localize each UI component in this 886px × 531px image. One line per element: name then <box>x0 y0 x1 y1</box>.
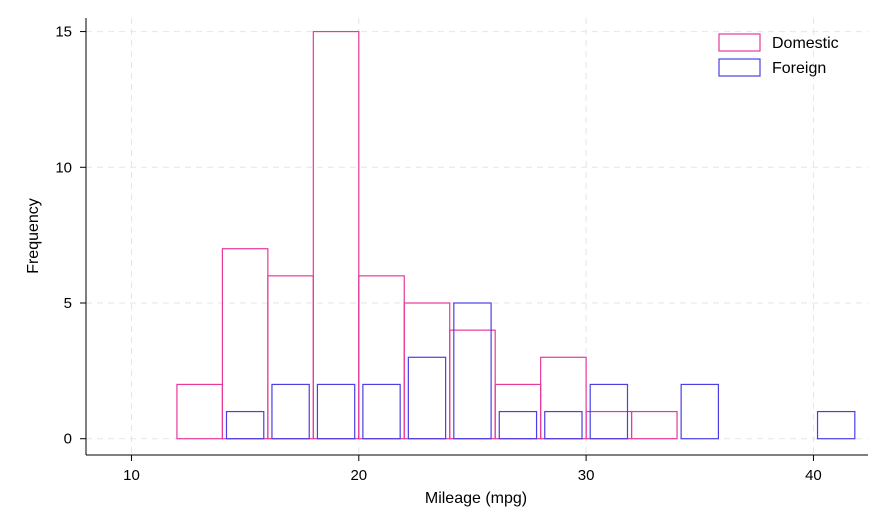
bar-foreign <box>271 383 310 440</box>
grid-lines <box>86 18 868 455</box>
legend-label-domestic: Domestic <box>772 35 839 52</box>
bar-foreign <box>680 383 720 440</box>
y-tick-label: 5 <box>64 295 72 312</box>
y-ticks: 0 5 10 15 <box>55 24 86 448</box>
y-tick-label: 10 <box>55 159 72 176</box>
y-axis-title: Frequency <box>25 198 42 274</box>
bar-domestic <box>221 248 269 440</box>
bar-domestic <box>403 302 451 440</box>
bar-foreign <box>589 383 629 440</box>
bar-foreign <box>316 383 356 440</box>
x-tick-label: 10 <box>123 467 140 484</box>
bar-foreign <box>498 410 538 440</box>
y-tick-label: 15 <box>55 24 72 41</box>
legend: Domestic Foreign <box>718 33 839 77</box>
bar-domestic <box>312 30 360 440</box>
bar-foreign <box>453 302 492 440</box>
bar-domestic <box>267 275 314 440</box>
bar-domestic <box>585 410 633 440</box>
bar-domestic <box>176 383 223 440</box>
legend-swatch-domestic <box>718 33 761 52</box>
x-tick-label: 40 <box>805 467 822 484</box>
bar-foreign <box>225 410 265 440</box>
bar-domestic <box>449 329 496 440</box>
bar-foreign <box>407 356 447 440</box>
y-tick-label: 0 <box>64 431 72 448</box>
legend-label-foreign: Foreign <box>772 60 826 77</box>
domestic-bars <box>176 30 678 440</box>
bar-foreign <box>362 383 401 440</box>
x-ticks: 10 20 30 40 <box>123 455 822 484</box>
foreign-bars <box>225 302 856 440</box>
x-tick-label: 30 <box>578 467 595 484</box>
bar-domestic <box>540 356 587 440</box>
axes <box>85 18 868 456</box>
bar-domestic <box>630 410 678 440</box>
bar-foreign <box>544 410 583 440</box>
x-axis-title: Mileage (mpg) <box>425 490 527 507</box>
bar-domestic <box>358 275 405 440</box>
legend-swatch-foreign <box>718 58 761 77</box>
x-tick-label: 20 <box>350 467 367 484</box>
bar-foreign <box>816 410 856 440</box>
